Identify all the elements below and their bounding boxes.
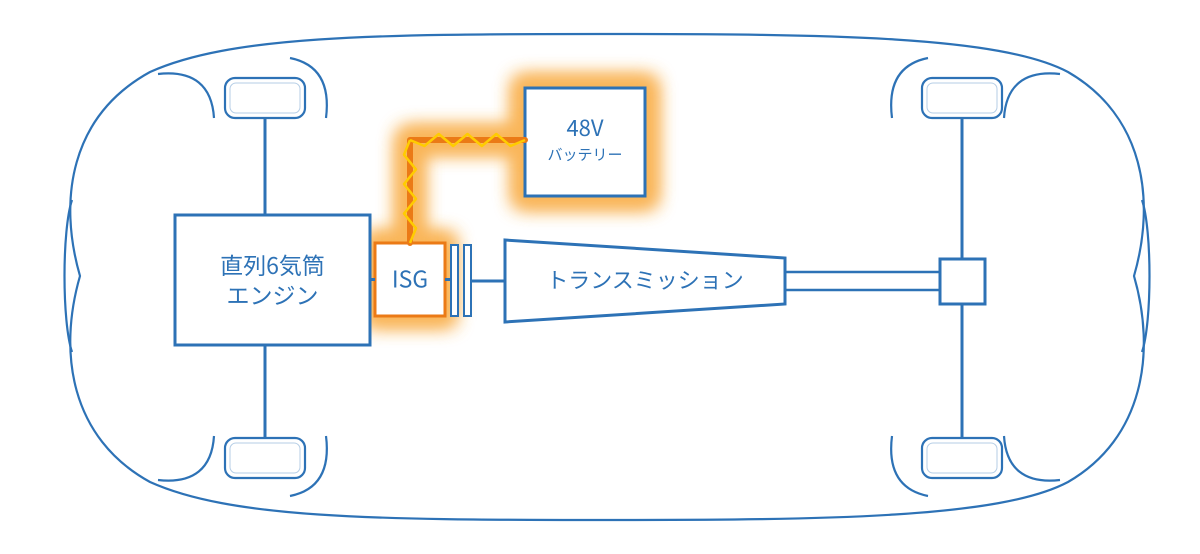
transmission-label: トランスミッション xyxy=(546,263,744,295)
wheel-rear-right xyxy=(922,438,1002,478)
wheel-front-right xyxy=(225,438,305,478)
engine-label-line2: エンジン xyxy=(227,277,319,311)
engine-label-line1: 直列6気筒 xyxy=(220,247,325,281)
isg-label: ISG xyxy=(392,261,428,295)
battery-label-line1: 48V xyxy=(566,111,603,143)
coupling-plate-2 xyxy=(464,245,471,316)
wheel-rear-left xyxy=(922,78,1002,118)
battery-label-line2: バッテリー xyxy=(547,144,622,165)
coupling-plate-1 xyxy=(451,245,458,316)
rear-differential xyxy=(940,259,985,304)
wheel-front-left xyxy=(225,78,305,118)
